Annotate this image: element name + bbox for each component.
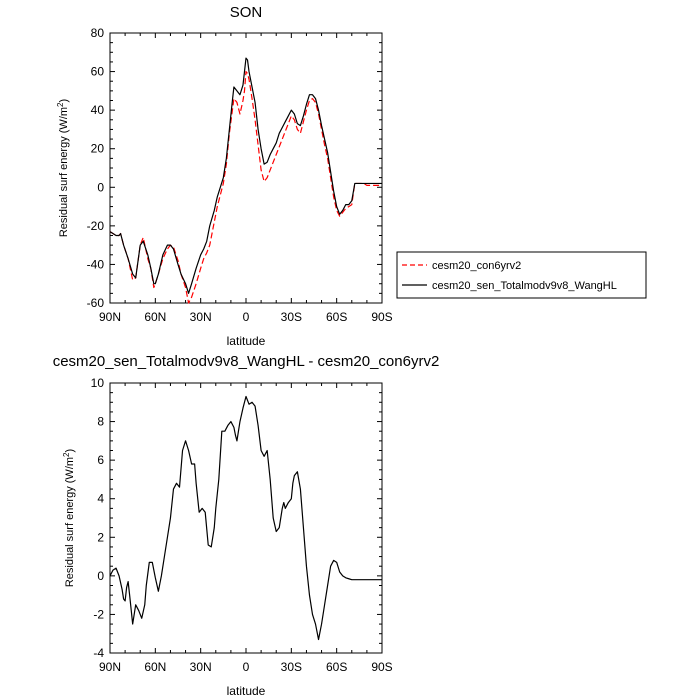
chart-top-xtick-label: 90N xyxy=(99,310,121,324)
chart-top-title: SON xyxy=(230,4,263,21)
chart-bottom-ytick-label: 10 xyxy=(91,376,105,390)
chart-top-xlabel: latitude xyxy=(227,334,266,348)
chart-bottom-ytick-label: 2 xyxy=(97,530,104,544)
chart-top-ylabel-sup: 2 xyxy=(56,102,65,107)
chart-top-ytick-label: 80 xyxy=(91,26,105,40)
chart-bottom-xtick-label: 0 xyxy=(243,660,250,674)
chart-top-ytick-label: -40 xyxy=(87,257,105,271)
chart-bottom-ytick-label: 8 xyxy=(97,415,104,429)
chart-bottom-ytick-label: 4 xyxy=(97,492,104,506)
chart-top-xtick-label: 0 xyxy=(243,310,250,324)
chart-bottom-xtick-label: 60S xyxy=(326,660,347,674)
chart-top-ytick-label: 60 xyxy=(91,65,105,79)
chart-top-ytick-label: 20 xyxy=(91,142,105,156)
chart-bottom-xtick-label: 90N xyxy=(99,660,121,674)
legend-label-sensitivity: cesm20_sen_Totalmodv9v8_WangHL xyxy=(432,280,617,292)
chart-bottom-xtick-label: 30N xyxy=(190,660,212,674)
chart-top-xtick-label: 30N xyxy=(190,310,212,324)
legend: cesm20_con6yrv2 cesm20_sen_Totalmodv9v8_… xyxy=(396,251,647,299)
chart-bottom: cesm20_sen_Totalmodv9v8_WangHL - cesm20_… xyxy=(53,353,440,698)
chart-bottom-ytick-label: 6 xyxy=(97,453,104,467)
chart-bottom-xtick-label: 90S xyxy=(371,660,392,674)
chart-top-ylabel: Residual surf energy (W/m2) xyxy=(56,99,70,237)
chart-top-xtick-label: 60N xyxy=(144,310,166,324)
chart-bottom-xlabel: latitude xyxy=(227,684,266,698)
chart-top-ticks: 90N 60N 30N 0 30S 60S 90S -60 -40 -20 0 20 40 60 80 xyxy=(87,26,393,324)
chart-bottom-series-line xyxy=(109,395,382,641)
chart-top-ytick-label: 0 xyxy=(97,180,104,194)
chart-top-ylabel-main: Residual surf energy (W/m xyxy=(58,107,70,237)
chart-bottom-ytick-label: -4 xyxy=(93,646,104,660)
chart-top-series xyxy=(109,57,382,304)
chart-bottom-ylabel-sup: 2 xyxy=(62,452,71,457)
legend-label-control: cesm20_con6yrv2 xyxy=(432,260,521,272)
chart-top-ytick-label: 40 xyxy=(91,103,105,117)
chart-bottom-series xyxy=(109,395,382,641)
chart-bottom-plot-frame xyxy=(109,382,383,654)
chart-bottom-xtick-label: 60N xyxy=(144,660,166,674)
chart-top-xtick-label: 30S xyxy=(281,310,302,324)
chart-bottom-ylabel-main: Residual surf energy (W/m xyxy=(64,457,76,587)
chart-bottom-ytick-label: 0 xyxy=(97,569,104,583)
chart-top-ytick-label: -20 xyxy=(87,219,105,233)
chart-bottom-ylabel-end: ) xyxy=(64,449,76,453)
chart-top-xtick-label: 60S xyxy=(326,310,347,324)
legend-box xyxy=(396,251,647,299)
chart-bottom-ylabel: Residual surf energy (W/m2) xyxy=(62,449,76,587)
chart-top-series-line xyxy=(109,57,382,294)
chart-bottom-ticks: 90N 60N 30N 0 30S 60S 90S -4 -2 0 2 4 6 8 10 xyxy=(91,376,393,674)
chart-bottom-xtick-label: 30S xyxy=(281,660,302,674)
chart-top-xtick-label: 90S xyxy=(371,310,392,324)
chart-bottom-title: cesm20_sen_Totalmodv9v8_WangHL - cesm20_… xyxy=(53,353,440,370)
chart-top-ytick-label: -60 xyxy=(87,296,105,310)
chart-top: SON 90N 60N 30N 0 30S 60S 90S -60 -40 -20 0 20 40 60 8… xyxy=(56,4,393,348)
chart-top-ylabel-end: ) xyxy=(58,99,70,103)
chart-bottom-ytick-label: -2 xyxy=(93,607,104,621)
